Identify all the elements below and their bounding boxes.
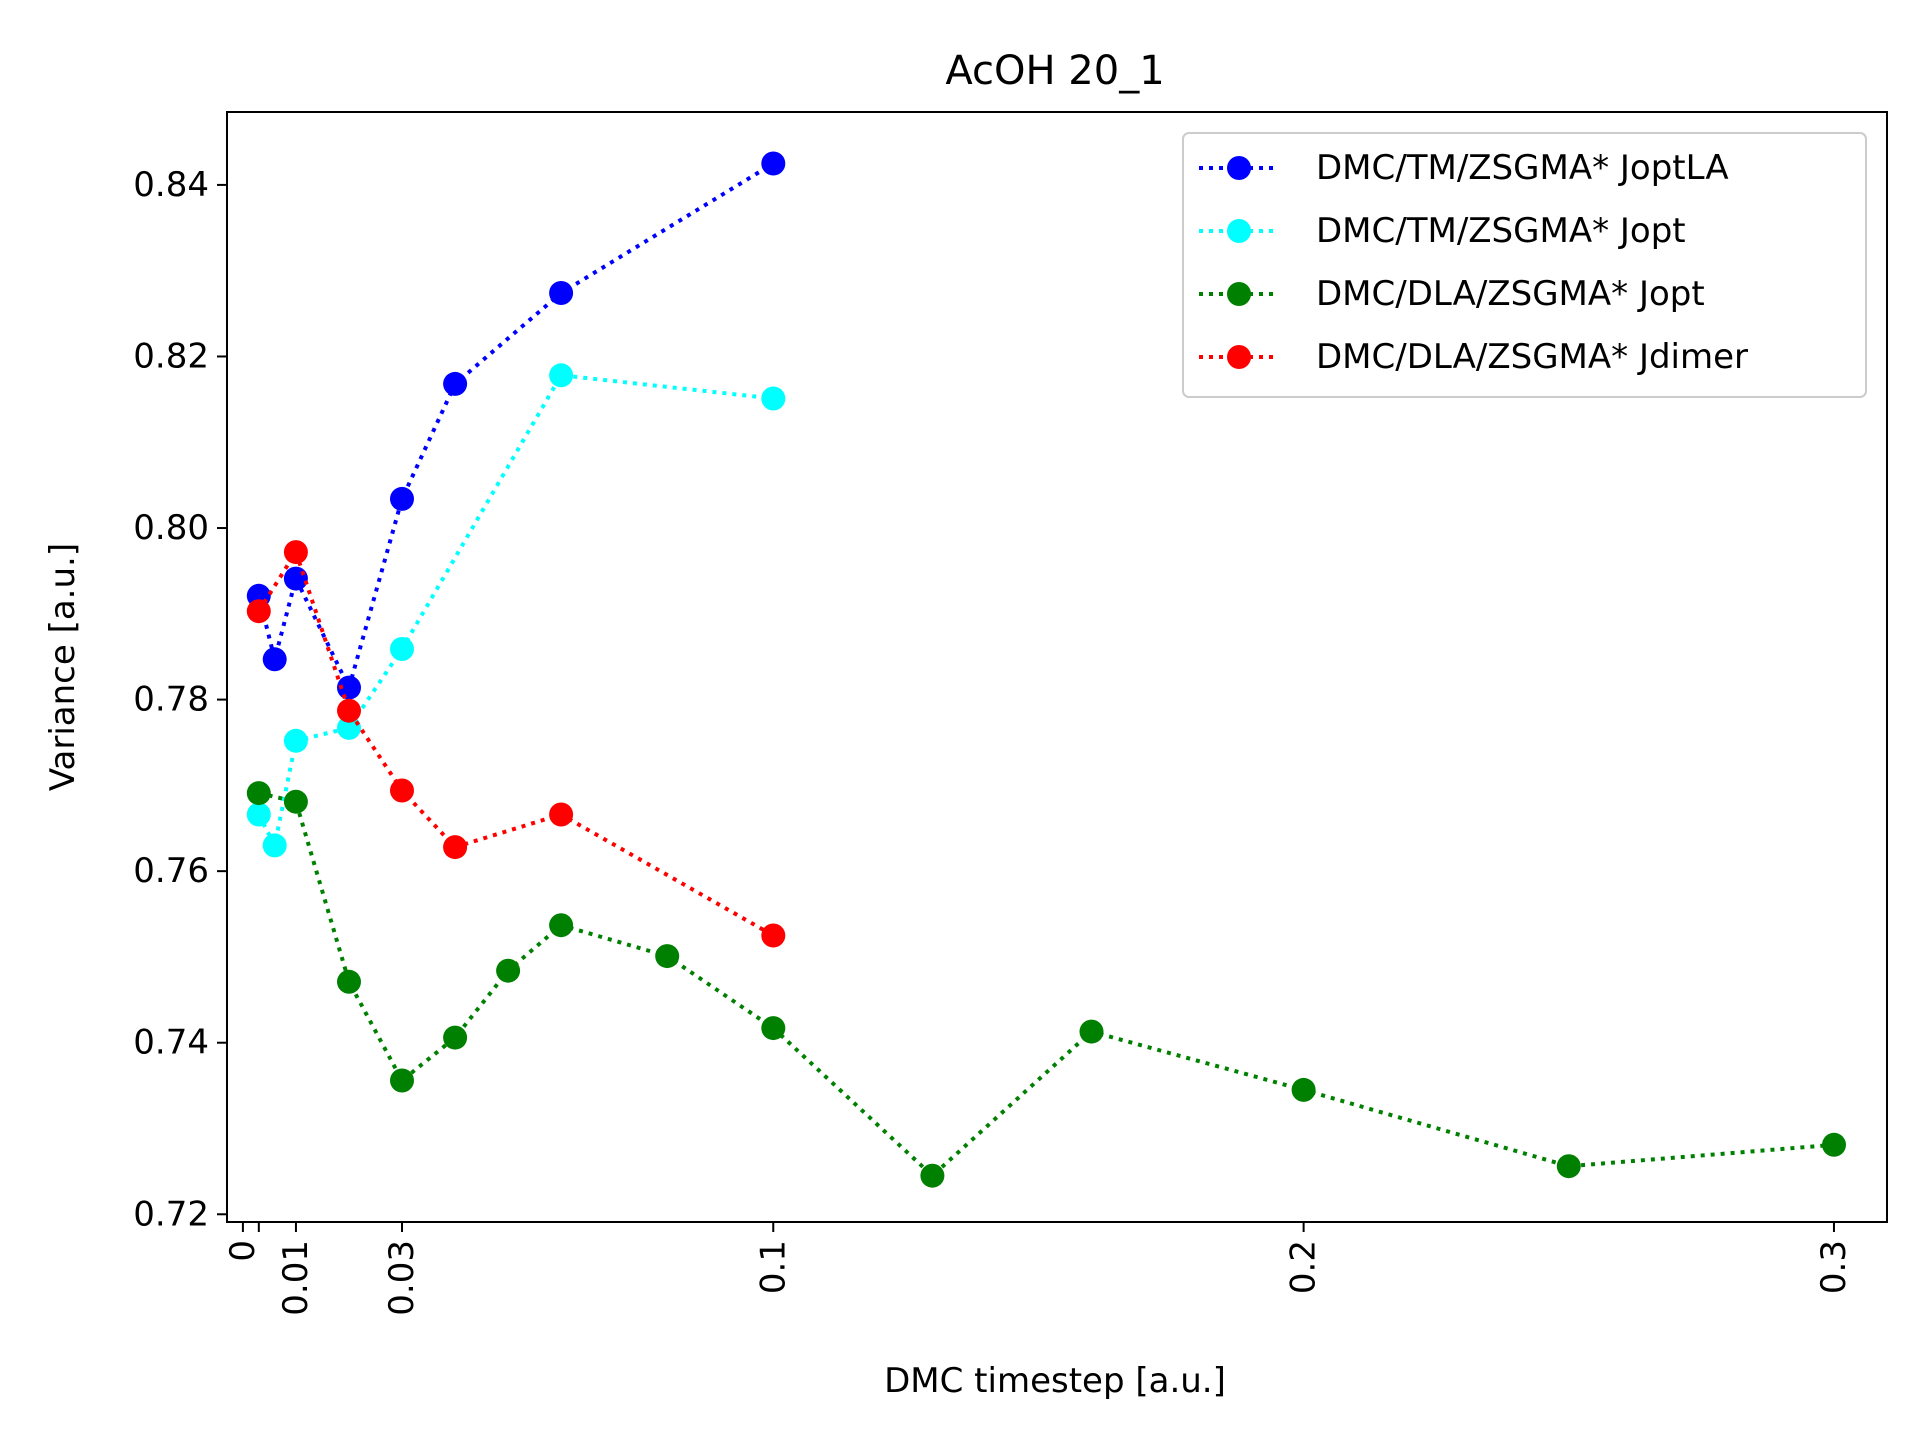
legend-label: DMC/DLA/ZSGMA* Jopt xyxy=(1316,274,1705,314)
y-tick-label: 0.74 xyxy=(133,1023,209,1063)
data-point xyxy=(337,698,361,723)
data-point xyxy=(390,1068,414,1093)
legend-label: DMC/TM/ZSGMA* Jopt xyxy=(1316,211,1686,251)
series-group xyxy=(246,151,1846,1188)
data-point xyxy=(443,835,468,860)
legend-marker xyxy=(1227,282,1251,306)
x-tick-label: 0.3 xyxy=(1814,1240,1854,1294)
data-point xyxy=(761,1016,786,1041)
data-point xyxy=(443,1025,468,1050)
data-point xyxy=(283,728,308,753)
data-point xyxy=(549,802,574,827)
chart-title: AcOH 20_1 xyxy=(945,48,1164,94)
data-point xyxy=(920,1163,945,1188)
x-axis-label: DMC timestep [a.u.] xyxy=(884,1361,1226,1401)
series-2 xyxy=(246,781,1846,1188)
data-point xyxy=(390,637,414,661)
data-point xyxy=(761,151,786,176)
y-tick-label: 0.78 xyxy=(133,680,209,720)
legend-item: DMC/TM/ZSGMA* JoptLA xyxy=(1199,148,1729,188)
data-point xyxy=(337,715,361,740)
data-point xyxy=(283,789,308,814)
legend-item: DMC/DLA/ZSGMA* Jdimer xyxy=(1199,337,1748,377)
y-axis-label: Variance [a.u.] xyxy=(43,543,83,791)
legend-label: DMC/TM/ZSGMA* JoptLA xyxy=(1316,148,1729,188)
data-point xyxy=(1291,1077,1316,1102)
data-point xyxy=(337,675,361,700)
legend-label: DMC/DLA/ZSGMA* Jdimer xyxy=(1316,337,1748,377)
data-point xyxy=(246,781,271,806)
data-point xyxy=(246,802,271,827)
legend: DMC/TM/ZSGMA* JoptLA DMC/TM/ZSGMA* Jopt DM… xyxy=(1182,132,1867,398)
axes-frame xyxy=(226,111,1888,1223)
data-point xyxy=(549,363,574,388)
data-point xyxy=(549,913,574,938)
y-tick-label: 0.84 xyxy=(133,165,209,205)
data-point xyxy=(496,958,521,983)
y-tick-label: 0.76 xyxy=(133,851,209,891)
data-point xyxy=(1822,1132,1846,1157)
x-tick-label: 0 xyxy=(223,1240,263,1262)
data-point xyxy=(761,923,786,948)
legend-marker xyxy=(1227,345,1251,369)
data-point xyxy=(443,371,468,396)
legend-box xyxy=(1182,132,1867,398)
data-point xyxy=(337,969,361,994)
legend-marker xyxy=(1227,156,1251,180)
data-point xyxy=(761,386,786,411)
legend-marker xyxy=(1227,219,1251,243)
x-tick-label: 0.2 xyxy=(1284,1240,1324,1294)
series-1 xyxy=(246,363,786,858)
x-axis-ticks: 0 0.01 0.03 0.1 0.2 0.3 xyxy=(223,1222,1854,1316)
legend-item: DMC/DLA/ZSGMA* Jopt xyxy=(1199,274,1705,314)
data-point xyxy=(549,281,574,305)
x-tick-label: 0.01 xyxy=(276,1240,316,1316)
y-tick-label: 0.72 xyxy=(133,1194,209,1234)
data-point xyxy=(390,778,414,803)
data-point xyxy=(1079,1019,1104,1044)
series-3 xyxy=(246,540,786,948)
data-point xyxy=(1556,1154,1581,1179)
data-point xyxy=(390,486,414,511)
y-tick-label: 0.82 xyxy=(133,336,209,376)
x-tick-label: 0.1 xyxy=(753,1240,793,1294)
data-point xyxy=(262,833,287,858)
y-axis-ticks: 0.72 0.74 0.76 0.78 0.80 0.82 0.84 xyxy=(133,165,227,1234)
data-point xyxy=(246,599,271,624)
legend-item: DMC/TM/ZSGMA* Jopt xyxy=(1199,211,1686,251)
data-point xyxy=(655,944,680,969)
y-tick-label: 0.80 xyxy=(133,508,209,548)
data-point xyxy=(283,540,308,565)
data-point xyxy=(262,647,287,672)
data-point xyxy=(283,566,308,591)
x-tick-label: 0.03 xyxy=(382,1240,422,1316)
